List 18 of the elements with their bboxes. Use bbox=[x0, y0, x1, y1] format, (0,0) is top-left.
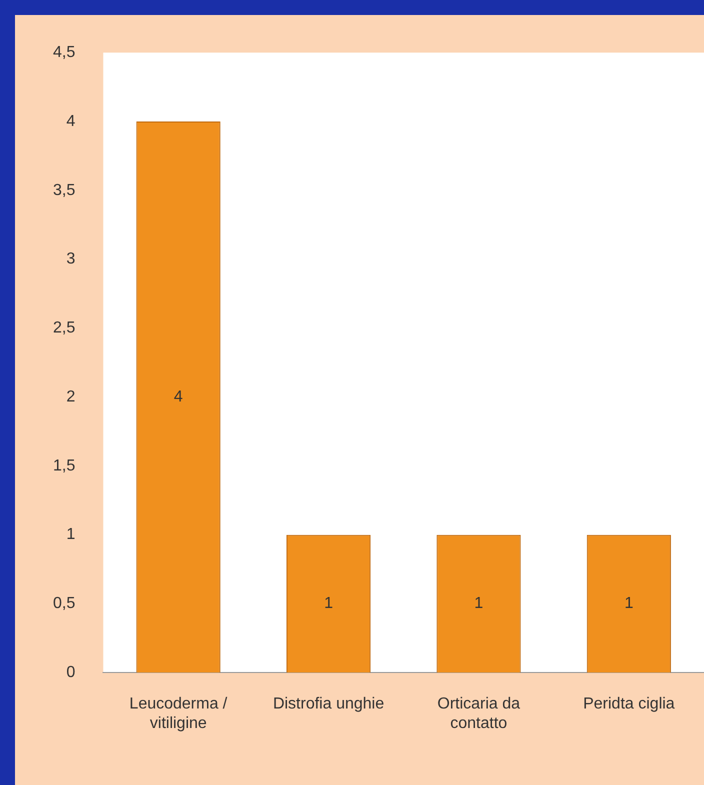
x-tick-label: Distrofia unghie bbox=[272, 696, 384, 713]
data-label: 1 bbox=[624, 595, 634, 612]
y-tick-label: 1,5 bbox=[52, 457, 76, 474]
y-tick-label: 3,5 bbox=[52, 182, 76, 199]
data-label: 1 bbox=[324, 595, 334, 612]
data-label: 4 bbox=[174, 388, 183, 406]
x-tick-label: Peridta ciglia bbox=[583, 696, 675, 713]
y-tick-label: 0 bbox=[66, 664, 76, 682]
y-tick-label: 3 bbox=[66, 250, 76, 268]
y-tick-label: 1 bbox=[66, 526, 76, 544]
x-tick-label: Orticaria da contatto bbox=[437, 696, 520, 732]
y-tick-label: 2 bbox=[66, 388, 76, 406]
data-label: 1 bbox=[474, 595, 484, 612]
y-tick-label: 4,5 bbox=[52, 44, 76, 62]
y-tick-label: 0,5 bbox=[52, 595, 76, 612]
y-tick-label: 4 bbox=[66, 112, 76, 130]
y-tick-label: 2,5 bbox=[52, 320, 76, 337]
x-tick-label: Leucoderma / vitiligine bbox=[129, 696, 228, 732]
